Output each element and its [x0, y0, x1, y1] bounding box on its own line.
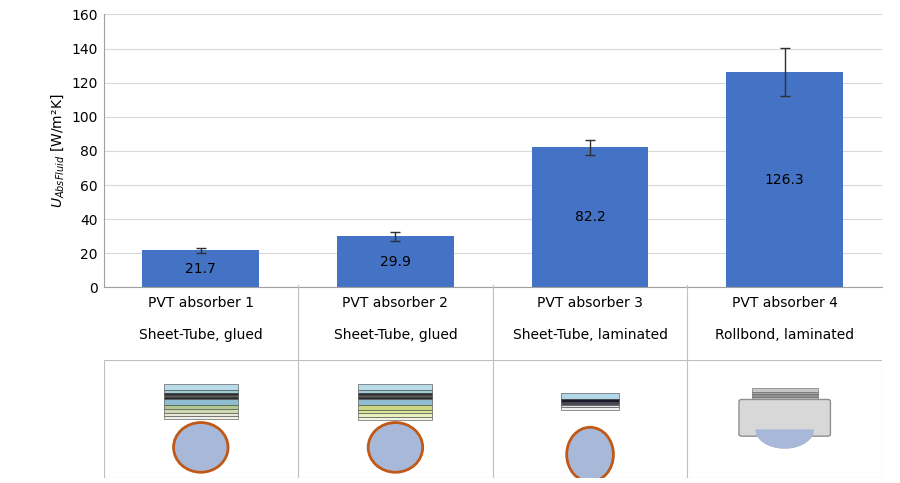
Ellipse shape [567, 427, 614, 482]
Bar [752, 388, 818, 392]
Bar [752, 394, 818, 397]
Bar [752, 392, 818, 394]
Bar [561, 399, 619, 402]
Bar [164, 395, 238, 397]
Bar [164, 405, 238, 410]
Ellipse shape [368, 423, 423, 472]
Text: Sheet-Tube, glued: Sheet-Tube, glued [139, 328, 263, 342]
Text: PVT absorber 2: PVT absorber 2 [343, 296, 448, 310]
Bar [164, 393, 238, 395]
Text: Rollbond, laminated: Rollbond, laminated [716, 328, 854, 342]
Text: 82.2: 82.2 [575, 210, 606, 224]
Bar [358, 417, 432, 420]
Bar [358, 399, 432, 405]
Bar [752, 399, 818, 401]
Bar [164, 416, 238, 419]
Bar [358, 393, 432, 395]
Text: 21.7: 21.7 [185, 262, 216, 276]
Bar [561, 402, 619, 405]
Bar [358, 390, 432, 393]
Text: Sheet-Tube, glued: Sheet-Tube, glued [334, 328, 457, 342]
Bar [726, 72, 843, 287]
Text: 29.9: 29.9 [380, 255, 411, 269]
Bar [752, 397, 818, 399]
Bar [358, 397, 432, 399]
Text: 126.3: 126.3 [765, 173, 805, 186]
Bar [358, 410, 432, 413]
Bar [358, 395, 432, 397]
FancyBboxPatch shape [739, 399, 831, 436]
Bar [164, 410, 238, 413]
Bar [164, 413, 238, 416]
Bar [532, 147, 648, 287]
Bar [358, 413, 432, 417]
Bar [337, 236, 454, 287]
Text: Sheet-Tube, laminated: Sheet-Tube, laminated [513, 328, 668, 342]
Text: PVT absorber 3: PVT absorber 3 [537, 296, 643, 310]
Bar [358, 405, 432, 410]
Bar [358, 384, 432, 390]
Bar [164, 399, 238, 405]
Polygon shape [755, 430, 814, 449]
Bar [142, 250, 259, 287]
Bar [164, 397, 238, 399]
Polygon shape [755, 430, 814, 449]
Bar [561, 393, 619, 399]
Text: PVT absorber 1: PVT absorber 1 [148, 296, 254, 310]
Bar [164, 384, 238, 390]
Bar [164, 390, 238, 393]
Text: PVT absorber 4: PVT absorber 4 [732, 296, 838, 310]
Bar [561, 407, 619, 410]
Ellipse shape [174, 423, 228, 472]
Bar [561, 405, 619, 407]
Y-axis label: $U_{AbsFluid}$ [W/m²K]: $U_{AbsFluid}$ [W/m²K] [50, 94, 66, 208]
